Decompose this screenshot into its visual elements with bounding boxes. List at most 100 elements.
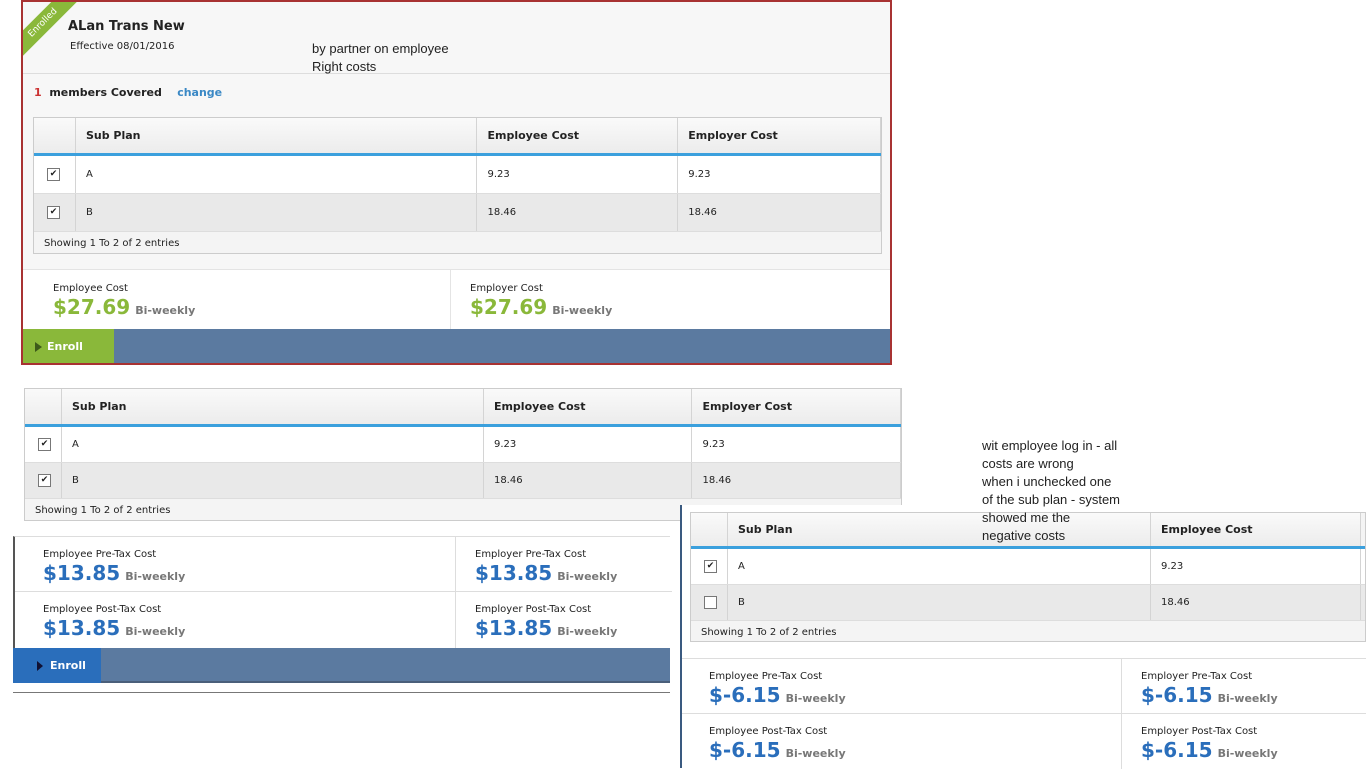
table-row: ✔ B 18.46 18.46	[25, 463, 901, 499]
table-cell: 9.23	[477, 156, 679, 193]
enroll-button[interactable]: Enroll	[23, 329, 114, 363]
note-line: by partner on employee	[312, 41, 449, 56]
cost-block: Employee Post-Tax Cost $-6.15 Bi-weekly	[709, 726, 909, 766]
plan-title: ALan Trans New	[68, 19, 185, 34]
cost-amount: $27.69 Bi-weekly	[470, 295, 612, 319]
cost-value: $13.85	[475, 616, 553, 640]
cost-block: Employer Post-Tax Cost $13.85 Bi-weekly	[475, 604, 675, 644]
cost-value: $-6.15	[709, 738, 781, 762]
cost-block: Employer Cost $27.69 Bi-weekly	[470, 283, 670, 323]
table-row: ✔ B 18.46 18.46	[34, 194, 881, 232]
table-footer: Showing 1 To 2 of 2 entries	[35, 505, 171, 516]
cost-period: Bi-weekly	[125, 625, 186, 638]
divider	[1121, 659, 1122, 769]
checkbox-cell: ✔	[34, 156, 76, 193]
cost-value: $27.69	[53, 295, 131, 319]
table-cell: A	[76, 156, 478, 193]
note-line: wit employee log in - all	[982, 438, 1118, 453]
cost-amount: $13.85 Bi-weekly	[475, 616, 617, 640]
checkbox[interactable]: ✔	[47, 206, 60, 219]
cost-period: Bi-weekly	[135, 304, 196, 317]
table-cell: A	[62, 427, 484, 462]
table-row: ✔ A 9.23 9.23	[34, 156, 881, 194]
cost-label: Employee Post-Tax Cost	[43, 604, 162, 615]
checkbox-cell: ✔	[691, 549, 728, 584]
cost-block: Employer Pre-Tax Cost $13.85 Bi-weekly	[475, 549, 675, 589]
cost-period: Bi-weekly	[1217, 747, 1278, 760]
header-cell	[691, 513, 728, 546]
cost-label: Employer Pre-Tax Cost	[475, 549, 587, 560]
table-header: Sub Plan Employee Cost Employer Cost	[34, 118, 881, 156]
cost-period: Bi-weekly	[785, 692, 846, 705]
checkbox[interactable]	[704, 596, 717, 609]
table-cell: 9.23	[692, 427, 901, 462]
checkbox[interactable]: ✔	[47, 168, 60, 181]
cost-label: Employer Pre-Tax Cost	[1141, 671, 1253, 682]
cost-value: $-6.15	[709, 683, 781, 707]
cost-block: Employee Post-Tax Cost $13.85 Bi-weekly	[43, 604, 243, 644]
cost-label: Employee Post-Tax Cost	[709, 726, 828, 737]
effective-date: Effective 08/01/2016	[70, 41, 175, 52]
note: wit employee log in - all costs are wron…	[982, 437, 1120, 545]
cost-period: Bi-weekly	[552, 304, 613, 317]
cost-period: Bi-weekly	[1217, 692, 1278, 705]
table-row: ✔ A 9.23	[691, 549, 1365, 585]
enroll-button[interactable]: Enroll	[13, 648, 101, 683]
action-bar: Enroll	[23, 329, 890, 363]
cost-period: Bi-weekly	[785, 747, 846, 760]
table-header: Sub Plan Employee Cost	[691, 513, 1365, 549]
cost-block: Employee Pre-Tax Cost $13.85 Bi-weekly	[43, 549, 243, 589]
header-cell: Employee Cost	[1151, 513, 1361, 546]
data-table: Sub Plan Employee Cost Employer Cost ✔ A 9.23…	[33, 117, 882, 254]
play-icon	[37, 661, 43, 671]
table-cell: B	[62, 463, 484, 498]
cost-amount: $27.69 Bi-weekly	[53, 295, 195, 319]
cost-block: Employee Pre-Tax Cost $-6.15 Bi-weekly	[709, 671, 909, 711]
cost-value: $-6.15	[1141, 738, 1213, 762]
checkbox[interactable]: ✔	[38, 474, 51, 487]
checkbox[interactable]: ✔	[704, 560, 717, 573]
cost-label: Employer Cost	[470, 283, 543, 294]
cost-label: Employee Cost	[53, 283, 128, 294]
checkbox-cell	[691, 585, 728, 620]
note-line: costs are wrong	[982, 456, 1074, 471]
change-link[interactable]: change	[177, 86, 223, 99]
header-cell: Sub Plan	[61, 389, 484, 424]
table-cell: 18.46	[692, 463, 901, 498]
action-bar: Enroll	[13, 648, 670, 683]
header-cell: Employer Cost	[692, 389, 901, 424]
cost-amount: $-6.15 Bi-weekly	[1141, 738, 1278, 762]
table-cell: 9.23	[678, 156, 881, 193]
table-cell: 18.46	[484, 463, 693, 498]
note-line: showed me the	[982, 510, 1071, 525]
members-label: members Covered	[49, 86, 162, 99]
plan-card: Enrolled ALan Trans New Effective 08/01/…	[21, 0, 892, 365]
cost-value: $13.85	[43, 561, 121, 585]
cost-label: Employee Pre-Tax Cost	[709, 671, 823, 682]
cost-summary: Employee Pre-Tax Cost $13.85 Bi-weekly Empl…	[13, 536, 672, 649]
data-table: Sub Plan Employee Cost Employer Cost ✔ A 9.23…	[24, 388, 902, 521]
header-cell: Employer Cost	[678, 118, 881, 153]
cost-period: Bi-weekly	[557, 625, 618, 638]
cost-amount: $-6.15 Bi-weekly	[709, 738, 846, 762]
divider	[13, 692, 670, 693]
cost-period: Bi-weekly	[125, 570, 186, 583]
header-cell	[25, 389, 62, 424]
table-cell: 18.46	[1151, 585, 1361, 620]
note: by partner on employee Right costs	[312, 40, 449, 76]
cost-label: Employer Post-Tax Cost	[475, 604, 592, 615]
note-line: negative costs	[982, 528, 1066, 543]
cost-period: Bi-weekly	[557, 570, 618, 583]
cost-value: $13.85	[475, 561, 553, 585]
header-cell: Sub Plan	[75, 118, 478, 153]
cost-label: Employer Post-Tax Cost	[1141, 726, 1258, 737]
cost-amount: $13.85 Bi-weekly	[475, 561, 617, 585]
data-table: Sub Plan Employee Cost ✔ A 9.23 B 18.46 Showing…	[690, 512, 1366, 642]
table-cell: A	[728, 549, 1151, 584]
checkbox[interactable]: ✔	[38, 438, 51, 451]
checkbox-cell: ✔	[25, 427, 62, 462]
cost-value: $13.85	[43, 616, 121, 640]
divider	[450, 270, 451, 329]
